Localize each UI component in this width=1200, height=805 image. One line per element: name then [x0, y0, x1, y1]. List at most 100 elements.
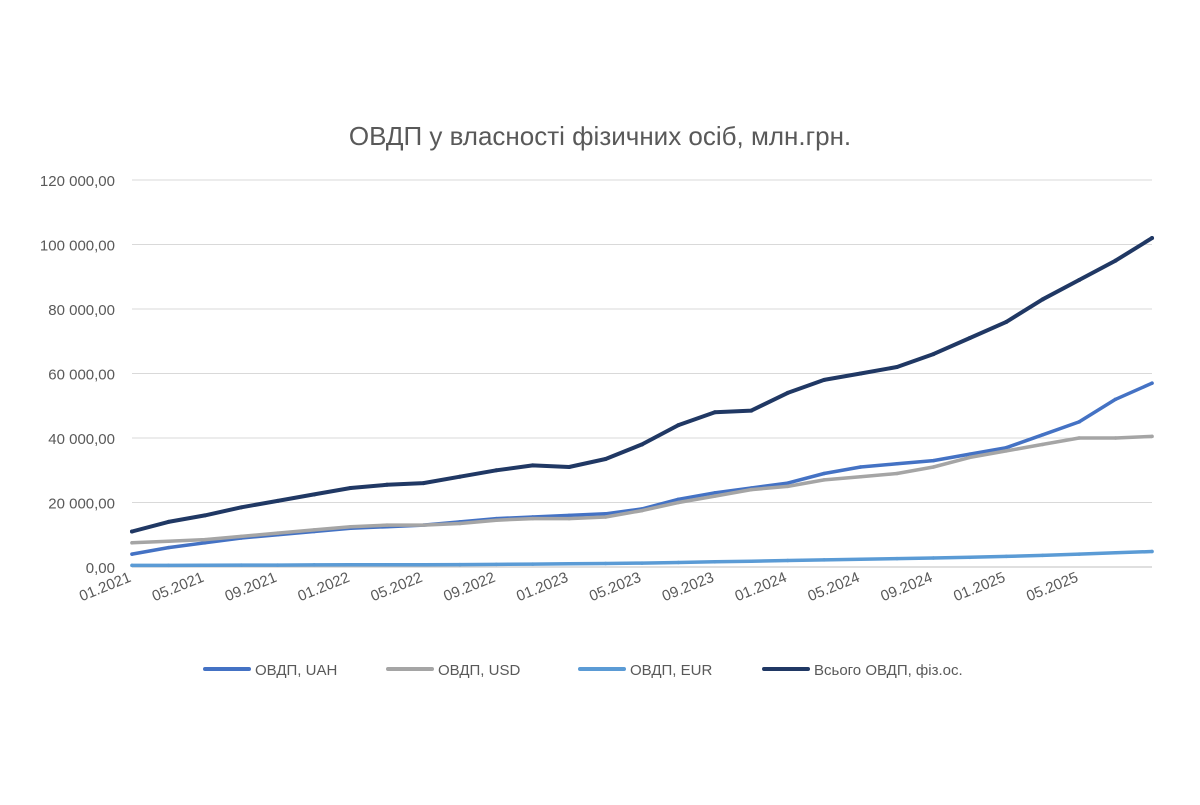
series-layer [130, 236, 1154, 568]
data-point [603, 456, 608, 461]
data-point [968, 452, 972, 456]
series-line [130, 434, 1154, 545]
data-point [967, 336, 972, 341]
data-point [457, 474, 462, 479]
data-point [1150, 434, 1154, 439]
data-point [749, 559, 754, 563]
x-tick-label: 09.2022 [441, 569, 498, 605]
data-point [494, 468, 499, 473]
series-line [130, 549, 1154, 568]
data-point [421, 523, 426, 527]
data-point [166, 563, 171, 568]
legend: ОВДП, UAH ОВДП, USD ОВДП, EUR Всього ОВДП, … [203, 662, 963, 679]
data-point [895, 556, 899, 561]
x-tick-label: 09.2021 [223, 569, 280, 605]
data-point [785, 484, 790, 489]
data-point [312, 528, 316, 532]
x-tick-label: 05.2025 [1024, 569, 1081, 605]
data-point [130, 541, 134, 545]
data-point [421, 562, 426, 567]
data-point [1040, 442, 1045, 447]
grid [132, 179, 1152, 568]
data-point [822, 471, 826, 476]
data-point [458, 521, 462, 526]
data-point [640, 561, 644, 565]
x-tick-label: 09.2024 [878, 569, 935, 605]
data-point [712, 410, 717, 415]
data-point [203, 537, 207, 542]
data-point [895, 462, 899, 466]
data-point [1150, 381, 1154, 385]
data-point [931, 465, 936, 469]
data-point [785, 481, 790, 485]
x-tick-label: 01.2022 [295, 569, 352, 605]
data-point [1077, 420, 1081, 424]
series-path [130, 434, 1154, 545]
data-point [530, 562, 535, 566]
data-point [166, 545, 171, 550]
data-point [858, 557, 863, 562]
data-point [203, 563, 207, 567]
data-point [421, 481, 426, 486]
series-path [130, 236, 1154, 534]
data-point [785, 390, 790, 395]
data-point [239, 534, 244, 539]
series-line [130, 381, 1154, 556]
y-tick-label: 40 000,00 [48, 431, 115, 448]
data-point [603, 561, 608, 566]
x-tick-label: 05.2021 [150, 569, 207, 605]
data-point [348, 485, 353, 490]
data-point [1004, 445, 1009, 450]
data-point [458, 562, 462, 567]
series-path [130, 381, 1154, 556]
data-point [166, 519, 171, 524]
data-point [130, 563, 134, 568]
data-point [785, 558, 790, 563]
data-point [1040, 553, 1045, 558]
data-point [1040, 433, 1045, 437]
legend-item: Всього ОВДП, фіз.ос. [762, 662, 963, 679]
data-point [858, 465, 863, 469]
data-point [130, 552, 134, 556]
data-point [822, 558, 826, 562]
legend-label: ОВДП, EUR [630, 662, 712, 679]
data-point [385, 562, 389, 567]
x-tick-label: 09.2023 [660, 569, 717, 605]
legend-item: ОВДП, USD [386, 662, 520, 679]
x-tick-label: 01.2025 [951, 569, 1008, 605]
y-tick-label: 80 000,00 [48, 302, 115, 319]
data-point [1150, 549, 1154, 554]
data-point [1077, 277, 1082, 282]
y-tick-label: 60 000,00 [48, 367, 115, 384]
x-tick-label: 05.2022 [368, 569, 425, 605]
data-point [640, 442, 644, 447]
data-point [1004, 449, 1009, 453]
data-point [494, 562, 499, 567]
data-point [130, 529, 134, 534]
data-point [1040, 297, 1045, 302]
data-point [530, 516, 535, 521]
legend-item: ОВДП, EUR [578, 662, 712, 679]
data-point [749, 408, 754, 413]
legend-label: ОВДП, UAH [255, 662, 337, 679]
y-axis: 0,00 20 000,00 40 000,00 60 000,00 80 000,00… [40, 173, 115, 577]
y-tick-label: 100 000,00 [40, 238, 115, 255]
data-point [567, 516, 571, 521]
x-tick-label: 05.2024 [805, 569, 862, 605]
data-point [1150, 236, 1154, 241]
data-point [931, 352, 936, 357]
data-point [931, 556, 936, 560]
data-point [1113, 436, 1118, 440]
data-point [203, 541, 207, 545]
data-point [567, 513, 571, 518]
data-point [1077, 552, 1081, 556]
legend-label: Всього ОВДП, фіз.ос. [814, 662, 963, 679]
data-point [348, 562, 353, 567]
data-point [1113, 258, 1118, 263]
y-tick-label: 120 000,00 [40, 173, 115, 190]
data-point [567, 465, 572, 470]
data-point [1113, 397, 1118, 402]
data-point [858, 474, 863, 479]
data-point [713, 494, 717, 498]
